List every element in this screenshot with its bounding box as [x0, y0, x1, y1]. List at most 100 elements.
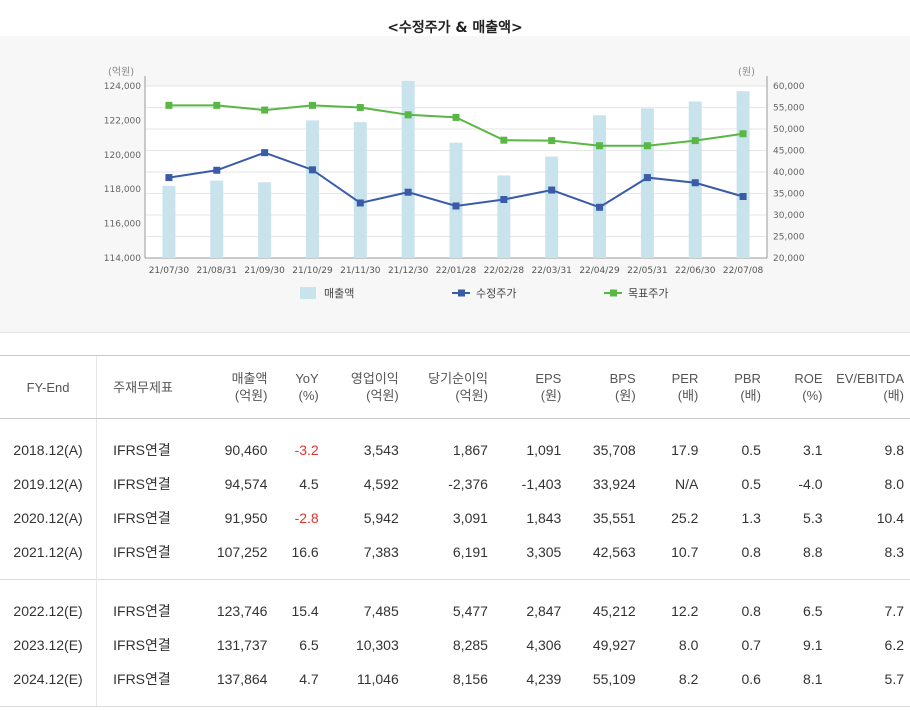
value-cell: 9.1: [803, 637, 823, 653]
column-header-label: FY-End: [26, 379, 70, 395]
legend-swatch-매출액: [300, 287, 316, 299]
column-header-unit: (억원): [455, 388, 488, 403]
point-수정주가: [739, 193, 747, 201]
fy-end-cell: 2021.12(A): [13, 544, 83, 560]
value-cell: 49,927: [592, 637, 636, 653]
column-header: PBR (배): [704, 355, 767, 419]
x-tick-label: 22/07/08: [723, 266, 764, 276]
value-cell: 5.3: [803, 510, 823, 526]
value-cell: -4.0: [798, 476, 823, 492]
column-header-label: YoY: [295, 371, 319, 386]
point-수정주가: [165, 174, 173, 182]
column-header-unit: (배): [883, 388, 904, 403]
column-header-unit: (%): [298, 388, 319, 403]
point-수정주가: [213, 166, 221, 174]
bar-매출액: [545, 156, 559, 258]
value-cell: 4.7: [273, 662, 325, 707]
value-cell: 5.7: [828, 662, 910, 707]
point-목표주가: [452, 113, 460, 121]
value-cell: 0.5: [741, 476, 761, 492]
point-목표주가: [500, 136, 508, 144]
column-header-unit: (배): [740, 388, 761, 403]
value-cell: 1.3: [741, 510, 761, 526]
statement-cell: IFRS연결: [96, 662, 203, 707]
x-tick-label: 21/12/30: [388, 266, 429, 276]
table-row: 2023.12(E) IFRS연결 131,737 6.5 10,303 8,285 4,3…: [0, 628, 910, 662]
fy-end-cell: 2023.12(E): [13, 637, 83, 653]
x-tick-label: 21/11/30: [340, 266, 381, 276]
left-tick-label: 120,000: [104, 151, 141, 161]
value-cell: 35,551: [592, 510, 636, 526]
point-목표주가: [739, 130, 747, 138]
column-header: 주재무제표: [96, 355, 203, 419]
point-수정주가: [356, 199, 364, 207]
value-cell: 10.4: [876, 510, 904, 526]
value-cell: 94,574: [224, 476, 268, 492]
column-header: BPS (원): [567, 355, 642, 419]
value-cell: 8.2: [641, 662, 705, 707]
bar-매출액: [449, 142, 463, 258]
table-row: 2018.12(A) IFRS연결 90,460 -3.2 3,543 1,867 1,09…: [0, 418, 910, 467]
x-tick-label: 22/02/28: [484, 266, 525, 276]
column-header-unit: (원): [540, 388, 562, 403]
left-tick-label: 124,000: [104, 82, 141, 92]
column-header-label: ROE: [794, 371, 823, 386]
table-row: 2020.12(A) IFRS연결 91,950 -2.8 5,942 3,091 1,84…: [0, 501, 910, 535]
column-header: EV/EBITDA (배): [828, 355, 910, 419]
point-목표주가: [356, 104, 364, 111]
value-cell: 35,708: [592, 442, 636, 458]
value-cell: 0.5: [741, 442, 761, 458]
column-header-label: 매출액: [231, 371, 268, 386]
value-cell: 7,383: [363, 544, 399, 560]
x-tick-label: 21/07/30: [149, 266, 190, 276]
statement-cell: IFRS연결: [96, 418, 203, 467]
right-tick-label: 55,000: [773, 104, 805, 114]
value-cell: 4.5: [299, 476, 319, 492]
column-header-label: PBR: [734, 371, 761, 386]
statement-cell: IFRS연결: [96, 535, 203, 580]
column-header-unit: (억원): [234, 388, 268, 403]
statement-cell: IFRS연결: [96, 628, 203, 662]
column-header-label: PER: [671, 371, 699, 386]
table-header-row: FY-End 주재무제표 매출액 (억원) YoY (%) 영업이익 (억원) 당기순이익 (억원…: [0, 355, 910, 419]
right-tick-label: 30,000: [773, 211, 805, 221]
value-cell: 4,592: [363, 476, 399, 492]
value-cell: 10,303: [355, 637, 399, 653]
x-tick-label: 22/01/28: [436, 266, 477, 276]
column-header-label: 영업이익: [350, 371, 399, 386]
value-cell: 12.2: [641, 579, 705, 628]
value-cell: 0.6: [704, 662, 767, 707]
value-cell: 8,156: [404, 662, 494, 707]
column-header-label: BPS: [609, 371, 636, 386]
bar-매출액: [736, 91, 750, 258]
value-cell: 4,306: [526, 637, 562, 653]
column-header: 당기순이익 (억원): [404, 355, 494, 419]
column-header-label: 주재무제표: [113, 379, 173, 395]
column-header-unit: (%): [802, 388, 823, 403]
value-cell: 3,305: [526, 544, 562, 560]
value-cell: 5,942: [363, 510, 399, 526]
right-tick-label: 40,000: [773, 168, 805, 178]
value-cell: 0.8: [704, 579, 767, 628]
value-cell: -3.2: [294, 442, 319, 458]
value-cell: 10.7: [671, 544, 699, 560]
column-header: FY-End: [0, 355, 97, 419]
statement-cell: IFRS연결: [96, 501, 203, 535]
value-cell: 0.7: [741, 637, 761, 653]
value-cell: 3,091: [452, 510, 488, 526]
bar-매출액: [593, 115, 607, 259]
value-cell: 6.5: [766, 579, 829, 628]
value-cell: 25.2: [671, 510, 699, 526]
point-수정주가: [452, 202, 460, 210]
point-수정주가: [548, 186, 556, 194]
value-cell: 17.9: [671, 442, 699, 458]
statement-cell: IFRS연결: [96, 467, 203, 501]
x-tick-label: 22/04/29: [579, 266, 620, 276]
table-row: 2022.12(E) IFRS연결 123,746 15.4 7,485 5,477 2,8…: [0, 579, 910, 628]
value-cell: 137,864: [202, 662, 274, 707]
financial-table: FY-End 주재무제표 매출액 (억원) YoY (%) 영업이익 (억원) 당기순이익 (억원…: [0, 355, 910, 707]
column-header: ROE (%): [766, 355, 829, 419]
right-tick-label: 25,000: [773, 233, 805, 243]
value-cell: 8.3: [884, 544, 904, 560]
bar-매출액: [305, 120, 319, 259]
